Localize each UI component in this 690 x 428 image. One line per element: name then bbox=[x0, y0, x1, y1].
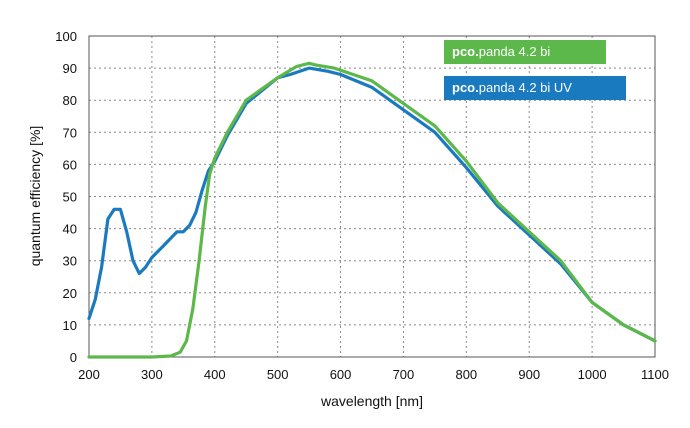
legend-entry-bi-uv: pco.panda 4.2 bi UV bbox=[444, 76, 626, 100]
series-layer bbox=[87, 61, 657, 359]
y-tick-label: 20 bbox=[63, 286, 77, 301]
tick-labels: 200 300 400 500 600 700 800 900 1000 1100 0 10 20 30 4… bbox=[55, 29, 669, 382]
x-tick-label: 300 bbox=[141, 367, 163, 382]
y-tick-label: 0 bbox=[70, 350, 77, 365]
y-tick-label: 40 bbox=[63, 222, 77, 237]
y-tick-label: 80 bbox=[63, 93, 77, 108]
legend-label: panda 4.2 bi UV bbox=[478, 80, 572, 95]
legend-label: panda 4.2 bi bbox=[478, 44, 551, 59]
y-tick-label: 10 bbox=[63, 318, 77, 333]
x-tick-label: 900 bbox=[518, 367, 540, 382]
y-tick-label: 60 bbox=[63, 157, 77, 172]
y-tick-label: 70 bbox=[63, 125, 77, 140]
x-tick-label: 1000 bbox=[578, 367, 607, 382]
x-axis-title: wavelength [nm] bbox=[320, 393, 423, 409]
x-tick-label: 200 bbox=[78, 367, 100, 382]
y-axis-title: quantum efficiency [%] bbox=[27, 126, 43, 267]
plot-border bbox=[88, 35, 656, 358]
x-tick-label: 600 bbox=[330, 367, 352, 382]
legend-brand: pco. bbox=[452, 80, 479, 95]
x-tick-label: 800 bbox=[455, 367, 477, 382]
x-tick-label: 500 bbox=[267, 367, 289, 382]
series-line-bi bbox=[87, 61, 657, 359]
y-tick-label: 50 bbox=[63, 190, 77, 205]
y-tick-label: 100 bbox=[55, 29, 77, 44]
y-tick-label: 90 bbox=[63, 61, 77, 76]
legend-brand: pco. bbox=[452, 44, 479, 59]
grid bbox=[88, 35, 656, 358]
legend-entry-bi: pco.panda 4.2 bi bbox=[444, 40, 606, 64]
y-tick-label: 30 bbox=[63, 254, 77, 269]
x-tick-label: 700 bbox=[393, 367, 415, 382]
x-tick-label: 1100 bbox=[641, 367, 669, 382]
x-tick-label: 400 bbox=[204, 367, 226, 382]
